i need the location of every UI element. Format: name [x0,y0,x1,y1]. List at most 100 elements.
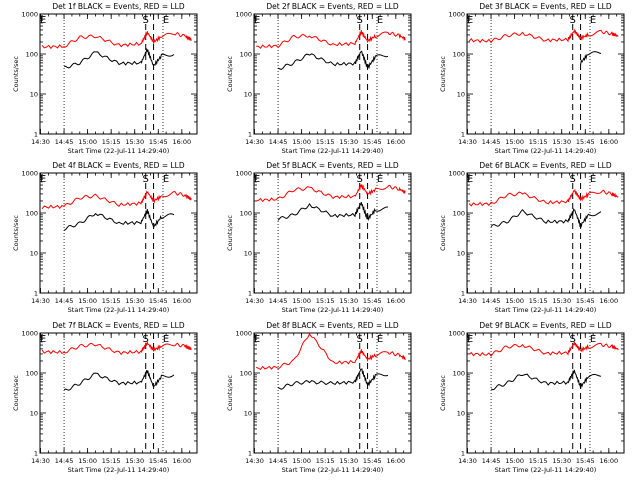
y-tick-label: 1 [461,450,465,458]
events-series-line [64,47,175,69]
x-tick-label: 15:30 [339,138,358,146]
x-tick-label: 15:00 [78,297,97,305]
y-tick-label: 10 [30,250,38,258]
x-tick-label: 14:30 [31,297,50,305]
x-tick-label: 15:00 [78,457,97,465]
x-tick-label: 15:15 [316,297,335,305]
y-axis-label: Counts/sec [439,56,447,92]
y-tick-label: 1000 [21,11,38,19]
plot-frame [253,13,412,135]
x-tick-label: 15:15 [529,297,548,305]
x-tick-label: 15:30 [552,138,571,146]
end-marker: E [163,174,169,185]
y-axis-label: Counts/sec [12,375,20,411]
events-series-line [277,368,389,390]
y-tick-label: 1000 [21,330,38,338]
corner-marker: E [40,334,46,345]
corner-marker: E [254,15,260,26]
chart-panel: Det 1f BLACK = Events, RED = LLD 1 10 100 10… [12,2,198,155]
x-tick-label: 15:15 [102,297,121,305]
y-tick-label: 1000 [448,330,465,338]
events-series-line [580,51,602,65]
x-axis-label: Start Time (22-Jul-11 14:29:40) [68,306,170,314]
x-tick-label: 15:45 [576,457,595,465]
chart-panel: Det 7f BLACK = Events, RED = LLD 1 10 100 10… [12,321,198,474]
x-tick-label: 15:15 [529,138,548,146]
x-tick-label: 14:45 [269,297,288,305]
x-tick-label: 15:30 [125,457,144,465]
y-tick-label: 10 [244,250,252,258]
x-tick-label: 14:45 [269,457,288,465]
y-tick-label: 1000 [448,170,465,178]
plot-frame [253,172,412,294]
y-tick-label: 1 [34,131,38,139]
x-tick-label: 14:45 [482,138,501,146]
x-tick-label: 15:45 [576,138,595,146]
x-tick-label: 14:45 [55,297,74,305]
x-tick-label: 14:30 [245,138,264,146]
x-tick-label: 15:15 [316,457,335,465]
corner-marker: E [40,174,46,185]
y-tick-label: 100 [453,370,465,378]
events-series-line [63,370,175,391]
plot-frame [39,332,198,454]
chart-panel: Det 9f BLACK = Events, RED = LLD 1 10 100 10… [439,321,625,474]
start-marker: S [143,334,149,345]
corner-marker: E [467,334,473,345]
x-axis-label: Start Time (22-Jul-11 14:29:40) [495,306,597,314]
y-tick-label: 100 [240,370,252,378]
chart-title: Det 4f BLACK = Events, RED = LLD [52,161,185,170]
end-marker: E [377,334,383,345]
y-tick-label: 10 [30,410,38,418]
start-marker: S [570,334,576,345]
x-tick-label: 14:45 [482,457,501,465]
x-tick-label: 15:45 [576,297,595,305]
corner-marker: E [254,174,260,185]
y-tick-label: 1 [248,450,252,458]
y-tick-label: 1 [34,450,38,458]
plot-frame [39,13,198,135]
x-tick-label: 16:00 [172,457,191,465]
lld-series-line [255,184,406,203]
x-tick-label: 15:15 [316,138,335,146]
x-tick-label: 15:15 [102,457,121,465]
y-tick-label: 1 [248,131,252,139]
end-marker: E [163,15,169,26]
lld-series-line [41,31,192,50]
x-tick-label: 15:45 [363,138,382,146]
chart-title: Det 9f BLACK = Events, RED = LLD [479,321,612,330]
x-tick-label: 14:30 [458,457,477,465]
chart-title: Det 6f BLACK = Events, RED = LLD [479,161,612,170]
x-axis-label: Start Time (22-Jul-11 14:29:40) [282,466,384,474]
chart-panel: Det 8f BLACK = Events, RED = LLD 1 10 100 10… [226,321,412,474]
chart-title: Det 1f BLACK = Events, RED = LLD [52,2,185,11]
x-tick-label: 14:30 [458,138,477,146]
x-tick-label: 16:00 [386,457,405,465]
x-tick-label: 14:30 [31,457,50,465]
y-tick-label: 1000 [448,11,465,19]
end-marker: E [377,15,383,26]
y-tick-label: 10 [244,410,252,418]
lld-series-line [256,30,406,49]
y-tick-label: 1 [248,290,252,298]
y-tick-label: 1000 [235,170,252,178]
events-series-line [63,208,175,231]
x-tick-label: 15:30 [339,457,358,465]
corner-marker: E [254,334,260,345]
x-tick-label: 15:45 [149,457,168,465]
end-marker: E [163,334,169,345]
plot-frame [253,332,412,454]
end-marker: E [590,334,596,345]
y-tick-label: 1000 [235,11,252,19]
x-tick-label: 15:30 [552,297,571,305]
corner-marker: E [467,174,473,185]
x-tick-label: 15:00 [292,457,311,465]
y-tick-label: 1000 [235,330,252,338]
x-axis-label: Start Time (22-Jul-11 14:29:40) [495,466,597,474]
x-tick-label: 14:45 [482,297,501,305]
plot-frame [466,172,625,294]
chart-panel: Det 3f BLACK = Events, RED = LLD 1 10 100 10… [439,2,625,155]
y-axis-label: Counts/sec [12,56,20,92]
x-tick-label: 15:00 [505,138,524,146]
end-marker: E [377,174,383,185]
